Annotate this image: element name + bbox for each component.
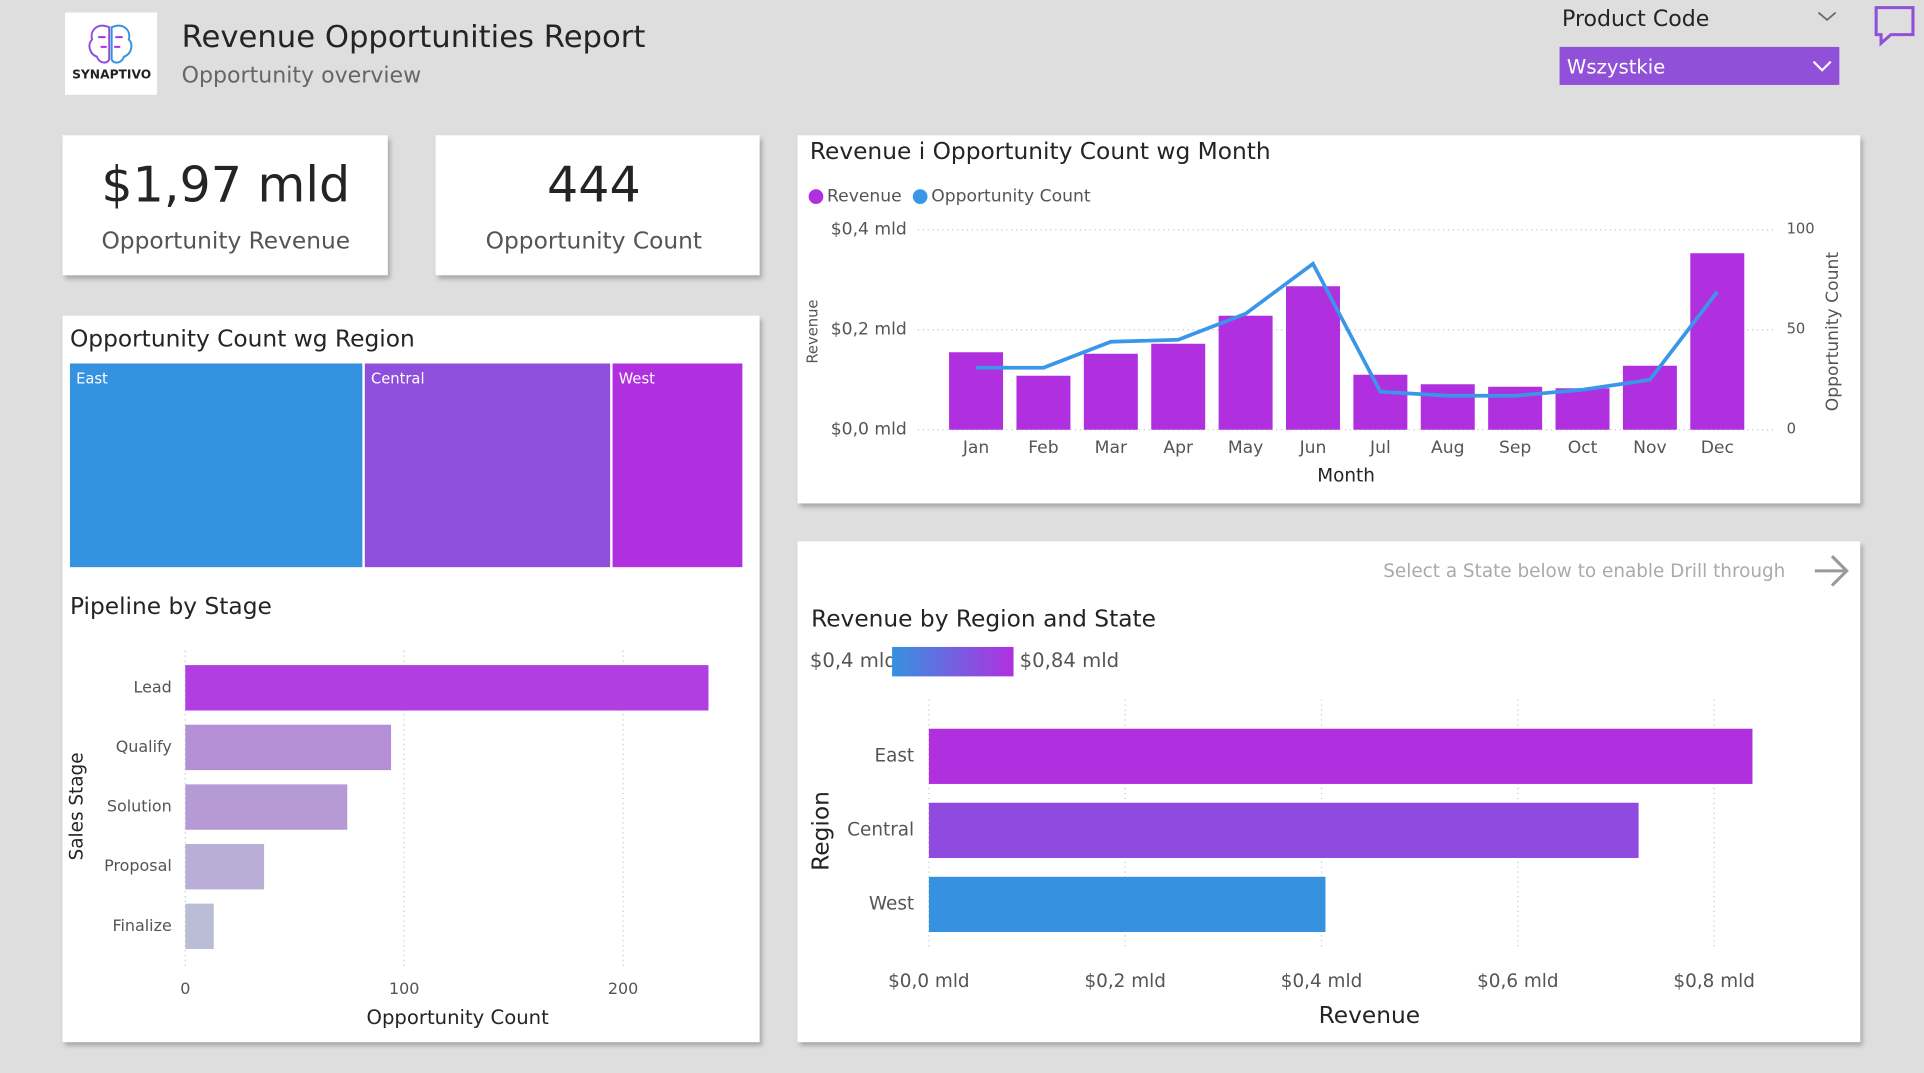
x-tick-label: 0 — [180, 979, 190, 998]
y-axis-title: Region — [808, 791, 835, 871]
scale-min-label: $0,4 mld — [810, 649, 897, 672]
y2-tick-label: 100 — [1787, 221, 1815, 238]
x-tick-label: Aug — [1431, 438, 1465, 458]
bar — [1016, 375, 1071, 430]
tile-label: Central — [371, 370, 425, 387]
bar — [1622, 365, 1677, 430]
x-tick-label: Sep — [1499, 438, 1531, 458]
x-tick-label: $0,8 mld — [1673, 971, 1755, 992]
bar — [1285, 286, 1340, 430]
y2-tick-label: 50 — [1787, 321, 1806, 338]
bar — [928, 876, 1326, 933]
bar — [1151, 343, 1206, 430]
comment-icon[interactable] — [1874, 6, 1915, 47]
chart-title: Revenue i Opportunity Count wg Month — [810, 138, 1271, 165]
x-tick-label: Feb — [1028, 438, 1058, 458]
legend-label: Revenue — [827, 187, 902, 207]
y-tick-label: Proposal — [104, 856, 172, 875]
legend-marker — [912, 189, 928, 204]
filter-dropdown[interactable] — [1559, 46, 1840, 85]
bar — [185, 724, 392, 771]
kpi-label: Opportunity Revenue — [101, 228, 350, 255]
filter-chevron[interactable] — [1817, 11, 1837, 22]
drill-hint: Select a State below to enable Drill thr… — [1383, 561, 1785, 582]
x-tick-label: Dec — [1701, 438, 1734, 458]
bar — [1353, 374, 1408, 430]
x-tick-label: $0,6 mld — [1477, 971, 1559, 992]
x-tick-label: Jun — [1299, 438, 1327, 458]
x-tick-label: Nov — [1633, 438, 1666, 458]
y-tick-label: $0,0 mld — [831, 420, 907, 440]
x-tick-label: $0,2 mld — [1084, 971, 1166, 992]
bar — [928, 728, 1753, 784]
bar — [185, 784, 348, 830]
y-tick-label: $0,4 mld — [831, 220, 907, 240]
x-tick-label: $0,0 mld — [888, 971, 970, 992]
x-tick-label: May — [1228, 438, 1263, 458]
y-axis-title: Revenue — [805, 300, 822, 364]
drill-arrow[interactable] — [1814, 555, 1849, 587]
x-tick-label: Mar — [1095, 438, 1128, 458]
treemap-tile — [364, 363, 611, 568]
filter-value[interactable]: Wszystkie — [1567, 55, 1665, 78]
filter-label: Product Code — [1562, 7, 1709, 32]
x-tick-label: $0,4 mld — [1281, 971, 1363, 992]
bar — [1083, 353, 1138, 430]
y-tick-label: West — [869, 893, 914, 914]
x-tick-label: Jul — [1369, 438, 1391, 458]
tile-label: East — [76, 370, 108, 387]
color-scale — [892, 646, 1014, 677]
x-tick-label: 100 — [389, 979, 419, 998]
y2-axis-title: Opportunity Count — [1823, 252, 1843, 412]
card — [797, 541, 1861, 1043]
chart-title: Pipeline by Stage — [70, 593, 272, 620]
scale-max-label: $0,84 mld — [1020, 649, 1119, 672]
y-tick-label: East — [874, 745, 914, 766]
bar — [185, 903, 214, 950]
y-tick-label: Qualify — [116, 737, 172, 756]
x-tick-label: Apr — [1163, 438, 1194, 458]
x-axis-title: Month — [1317, 465, 1375, 486]
tile-label: West — [619, 370, 655, 387]
x-tick-label: Jan — [962, 438, 989, 458]
y-tick-label: Finalize — [112, 916, 171, 935]
bar — [928, 802, 1639, 858]
y-axis-title: Sales Stage — [66, 752, 87, 860]
logo-text: SYNAPTIVO — [72, 68, 151, 82]
y2-tick-label: 0 — [1787, 421, 1796, 438]
chart-title: Opportunity Count wg Region — [70, 326, 415, 353]
x-tick-label: Oct — [1568, 438, 1598, 458]
report-title: Revenue Opportunities Report — [182, 20, 646, 55]
bar — [1555, 388, 1610, 430]
bar — [185, 665, 709, 711]
x-tick-label: 200 — [608, 979, 638, 998]
bar — [1218, 315, 1273, 430]
kpi-card — [62, 135, 388, 276]
x-axis-title: Revenue — [1319, 1002, 1420, 1029]
legend-marker — [808, 189, 824, 204]
y-tick-label: Central — [847, 819, 914, 840]
treemap-tile — [69, 363, 363, 568]
kpi-card — [435, 135, 760, 276]
x-axis-title: Opportunity Count — [367, 1006, 550, 1029]
y-tick-label: $0,2 mld — [831, 320, 907, 340]
kpi-value: $1,97 mld — [101, 156, 350, 214]
bar — [949, 352, 1004, 430]
bar — [1420, 384, 1475, 430]
bar — [1690, 253, 1745, 430]
bar — [185, 843, 265, 890]
report-subtitle: Opportunity overview — [182, 63, 422, 88]
legend-label: Opportunity Count — [931, 187, 1091, 207]
line — [976, 260, 1719, 398]
kpi-value: 444 — [547, 156, 641, 214]
dropdown-chevron[interactable] — [1812, 60, 1832, 72]
treemap-tile — [612, 363, 743, 568]
y-tick-label: Solution — [107, 797, 172, 816]
y-tick-label: Lead — [133, 677, 171, 696]
chart-title: Revenue by Region and State — [811, 605, 1156, 632]
kpi-label: Opportunity Count — [486, 228, 702, 255]
logo-icon — [88, 24, 133, 64]
